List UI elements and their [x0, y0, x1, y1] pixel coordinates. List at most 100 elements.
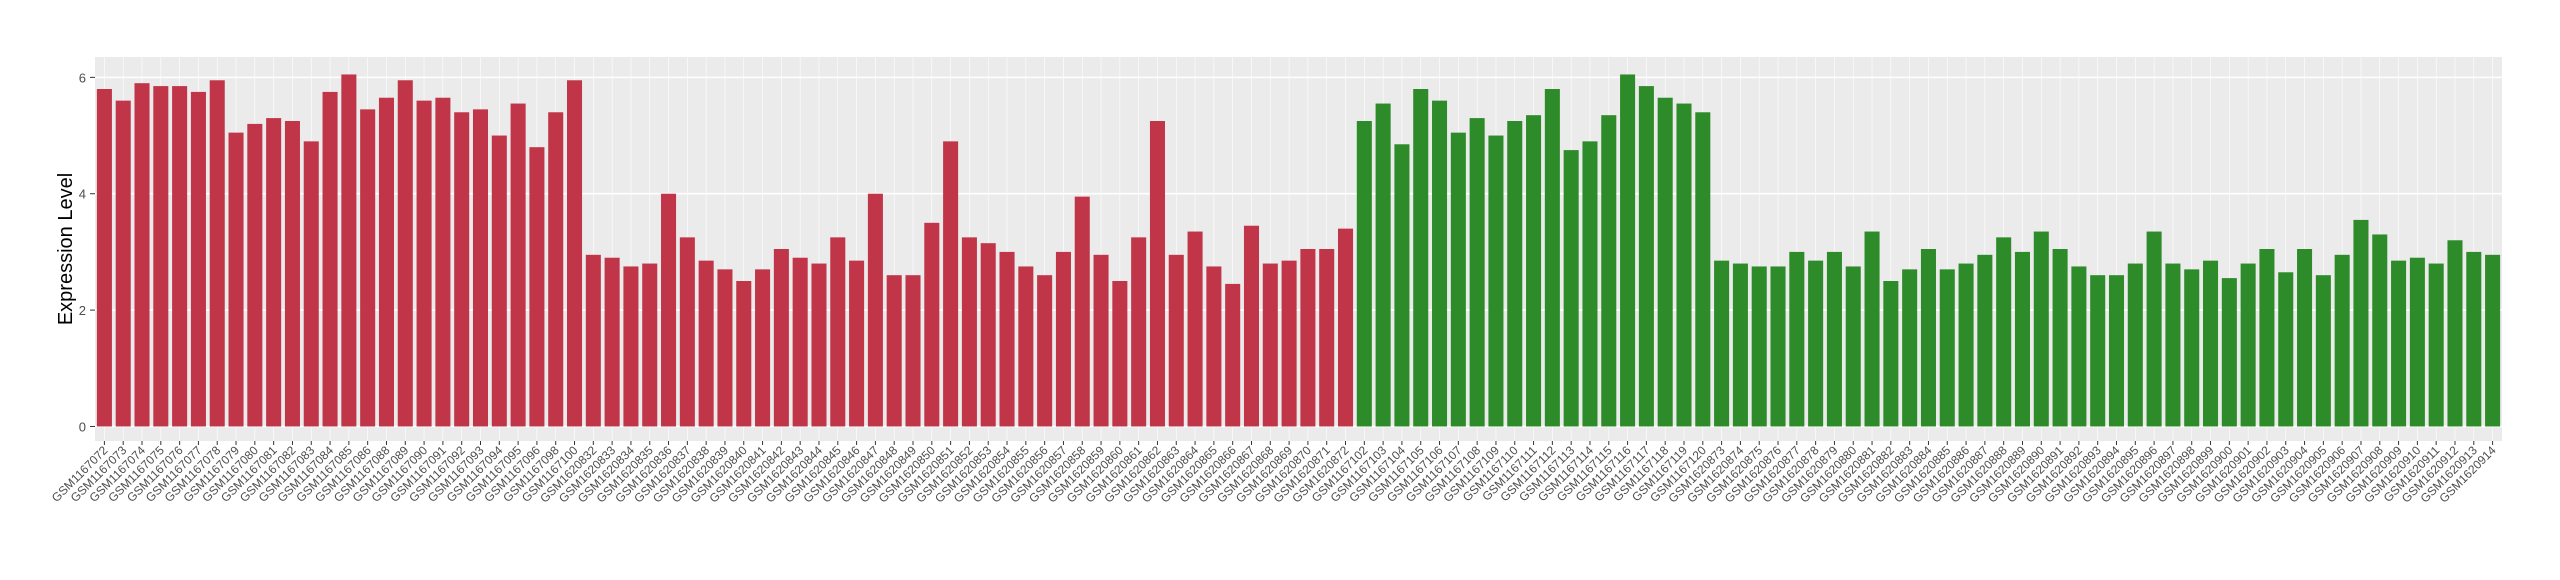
bar: [1300, 249, 1316, 427]
bar: [2297, 249, 2313, 427]
bar: [1526, 115, 1542, 427]
bar: [773, 249, 789, 427]
bar: [1714, 260, 1730, 427]
bar: [153, 86, 169, 427]
bar: [1864, 231, 1880, 427]
bar: [2165, 263, 2181, 427]
bar: [1826, 251, 1842, 427]
bar: [491, 135, 507, 427]
bar: [1281, 260, 1297, 427]
bar: [454, 112, 470, 427]
bar: [115, 100, 131, 427]
bar: [1996, 237, 2012, 427]
bar: [1920, 249, 1936, 427]
bar: [2372, 234, 2388, 427]
bar: [472, 109, 489, 427]
bar: [378, 97, 394, 427]
bar: [1695, 112, 1711, 427]
bar: [2203, 260, 2219, 427]
bar: [661, 193, 677, 427]
bar: [2259, 249, 2275, 427]
bar: [284, 121, 300, 427]
bar: [172, 86, 188, 427]
bar: [1488, 135, 1504, 427]
bar: [2033, 231, 2049, 427]
bar: [1939, 269, 1955, 427]
bar: [1168, 254, 1184, 427]
bar: [1977, 254, 1993, 427]
bar: [510, 103, 526, 427]
bar: [1751, 266, 1767, 427]
bar: [1469, 118, 1485, 427]
bar: [717, 269, 733, 427]
bar: [1356, 121, 1372, 427]
bar: [1507, 121, 1523, 427]
bar: [1093, 254, 1109, 427]
bar: [435, 97, 451, 427]
bar: [886, 275, 902, 427]
bar: [341, 74, 357, 427]
bar: [1770, 266, 1786, 427]
bar: [1902, 269, 1918, 427]
bar: [585, 254, 601, 427]
bar: [566, 80, 583, 427]
bar: [2184, 269, 2200, 427]
bar: [755, 269, 771, 427]
bar: [1375, 103, 1391, 427]
bar: [96, 89, 112, 427]
bar: [1262, 263, 1278, 427]
y-tick-label: 0: [79, 419, 86, 434]
bar: [1018, 266, 1034, 427]
bar: [1394, 144, 1410, 427]
bar: [1319, 249, 1335, 427]
bar: [1055, 251, 1071, 427]
bar: [360, 109, 376, 427]
bar: [2127, 263, 2143, 427]
bar: [1112, 281, 1128, 427]
bar: [2240, 263, 2256, 427]
y-tick-label: 4: [79, 187, 86, 202]
bar: [2447, 240, 2463, 427]
bar: [266, 118, 282, 427]
bar: [303, 141, 319, 427]
bar: [1225, 283, 1241, 427]
bar: [1808, 260, 1824, 427]
bar: [1638, 86, 1654, 427]
bar: [961, 237, 977, 427]
bar: [1432, 100, 1448, 427]
bar: [1883, 281, 1899, 427]
bar: [1206, 266, 1222, 427]
bar: [2278, 272, 2294, 427]
bar: [2409, 257, 2425, 427]
bar: [1544, 89, 1560, 427]
bar: [1676, 103, 1692, 427]
bar: [604, 257, 620, 427]
bar: [322, 91, 338, 427]
bar: [999, 251, 1015, 427]
bar: [924, 222, 940, 427]
bar: [1037, 275, 1053, 427]
bar: [905, 275, 921, 427]
bar: [1789, 251, 1805, 427]
bar: [1187, 231, 1203, 427]
bar: [1131, 237, 1147, 427]
bar: [811, 263, 827, 427]
bar: [2485, 254, 2501, 427]
bar: [2014, 251, 2031, 427]
bar: [2052, 249, 2068, 427]
bar: [1582, 141, 1598, 427]
bar: [1732, 263, 1748, 427]
bar: [2108, 275, 2125, 427]
bar: [1657, 97, 1673, 427]
bar: [679, 237, 695, 427]
bar: [209, 80, 225, 427]
bar: [2428, 263, 2444, 427]
bar: [698, 260, 714, 427]
bar: [529, 147, 545, 427]
bar: [2315, 275, 2331, 427]
bar: [1620, 74, 1636, 427]
bar: [416, 100, 432, 427]
bar: [642, 263, 658, 427]
bar: [2221, 278, 2237, 427]
bar: [943, 141, 959, 427]
